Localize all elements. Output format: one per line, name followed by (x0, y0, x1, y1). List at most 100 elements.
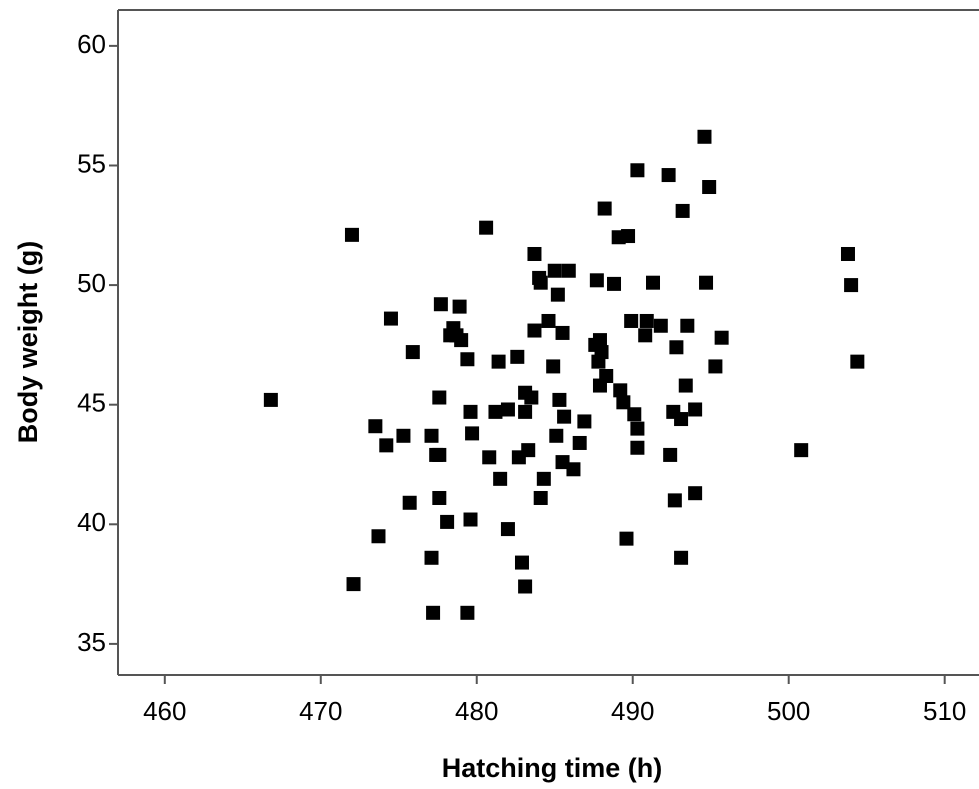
x-tick-label: 460 (143, 696, 186, 726)
scatter-point (460, 352, 475, 367)
scatter-point (688, 402, 703, 417)
scatter-point (402, 495, 417, 510)
scatter-point (500, 402, 515, 417)
scatter-point (577, 414, 592, 429)
scatter-point (344, 227, 359, 242)
scatter-point (624, 313, 639, 328)
scatter-point (674, 550, 689, 565)
scatter-point (533, 490, 548, 505)
scatter-point (619, 531, 634, 546)
scatter-point (482, 450, 497, 465)
scatter-point (424, 428, 439, 443)
scatter-point (479, 220, 494, 235)
scatter-point (440, 514, 455, 529)
scatter-point (639, 313, 654, 328)
scatter-point (566, 462, 581, 477)
scatter-point (680, 318, 695, 333)
scatter-point (465, 426, 480, 441)
scatter-point (549, 428, 564, 443)
scatter-point (514, 555, 529, 570)
scatter-point (550, 287, 565, 302)
scatter-point (518, 404, 533, 419)
scatter-point (541, 313, 556, 328)
scatter-point (533, 275, 548, 290)
scatter-point (424, 550, 439, 565)
scatter-point (675, 203, 690, 218)
scatter-point (379, 438, 394, 453)
scatter-point (463, 404, 478, 419)
scatter-point (463, 512, 478, 527)
scatter-point (702, 180, 717, 195)
scatter-point (699, 275, 714, 290)
scatter-point (405, 345, 420, 360)
scatter-point (491, 354, 506, 369)
scatter-point (630, 421, 645, 436)
scatter-point (263, 392, 278, 407)
scatter-point (536, 471, 551, 486)
scatter-point (697, 129, 712, 144)
scatter-point (452, 299, 467, 314)
scatter-point (524, 390, 539, 405)
scatter-point (368, 419, 383, 434)
y-tick-label: 50 (77, 268, 106, 298)
scatter-point (616, 395, 631, 410)
scatter-point (547, 263, 562, 278)
x-tick-label: 470 (299, 696, 342, 726)
scatter-point (510, 349, 525, 364)
scatter-point (688, 486, 703, 501)
y-tick-label: 45 (77, 388, 106, 418)
scatter-point (552, 392, 567, 407)
x-tick-label: 490 (611, 696, 654, 726)
scatter-point (426, 605, 441, 620)
y-tick-label: 40 (77, 507, 106, 537)
x-tick-label: 480 (455, 696, 498, 726)
scatter-point (396, 428, 411, 443)
scatter-point (678, 378, 693, 393)
scatter-point (572, 435, 587, 450)
scatter-point (638, 328, 653, 343)
scatter-point (432, 447, 447, 462)
scatter-point (433, 297, 448, 312)
scatter-point (667, 493, 682, 508)
scatter-point (500, 522, 515, 537)
scatter-point (432, 390, 447, 405)
scatter-point (555, 455, 570, 470)
scatter-point (518, 579, 533, 594)
scatter-point (555, 325, 570, 340)
scatter-point (674, 412, 689, 427)
scatter-point (589, 273, 604, 288)
scatter-point (527, 323, 542, 338)
scatter-point (488, 404, 503, 419)
x-tick-label: 500 (767, 696, 810, 726)
scatter-point (844, 278, 859, 293)
scatter-point (794, 443, 809, 458)
x-tick-label: 510 (923, 696, 966, 726)
scatter-point (383, 311, 398, 326)
scatter-point (840, 246, 855, 261)
scatter-point (627, 407, 642, 422)
scatter-point (460, 605, 475, 620)
scatter-point (708, 359, 723, 374)
scatter-point (594, 345, 609, 360)
scatter-point (493, 471, 508, 486)
scatter-point (613, 383, 628, 398)
scatter-point (653, 318, 668, 333)
scatter-point (621, 229, 636, 244)
scatter-point (663, 447, 678, 462)
scatter-point (432, 490, 447, 505)
scatter-point (669, 340, 684, 355)
scatter-point (557, 409, 572, 424)
scatter-point (561, 263, 576, 278)
scatter-point (850, 354, 865, 369)
y-tick-label: 60 (77, 29, 106, 59)
x-axis-label: Hatching time (h) (442, 753, 663, 783)
scatter-point (646, 275, 661, 290)
scatter-point (599, 368, 614, 383)
scatter-point (346, 577, 361, 592)
scatter-point (607, 276, 622, 291)
y-tick-label: 55 (77, 148, 106, 178)
scatter-point (454, 333, 469, 348)
scatter-point (521, 443, 536, 458)
scatter-point (630, 440, 645, 455)
